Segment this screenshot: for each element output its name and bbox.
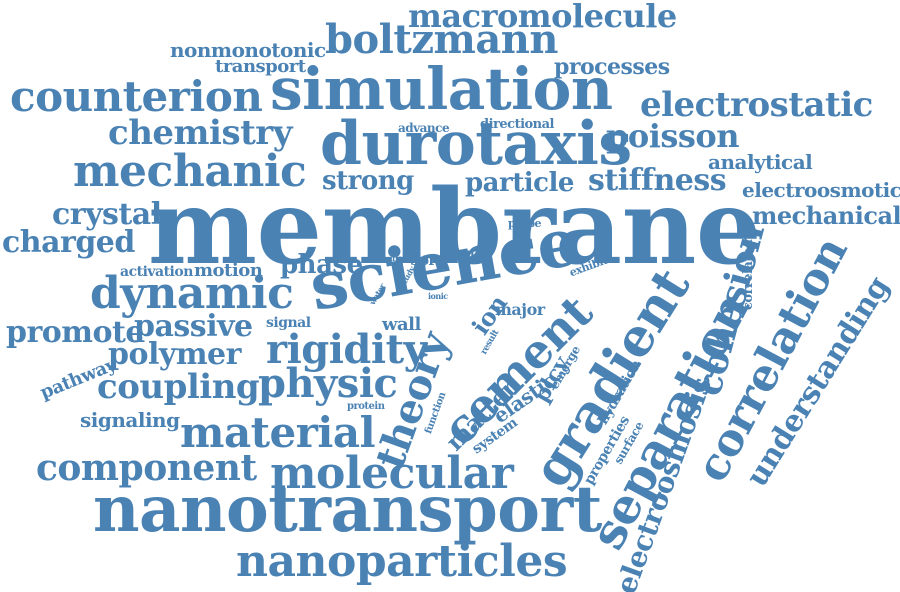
word-transport: transport [215, 56, 306, 77]
word-cell: cell [452, 249, 475, 263]
word-poisson: poisson [606, 117, 740, 155]
word-passive: passive [134, 309, 253, 344]
word-advance: advance [398, 121, 450, 135]
word-polymer: polymer [108, 337, 241, 372]
word-signaling: signaling [80, 408, 180, 432]
word-stiffness: stiffness [588, 163, 727, 198]
word-analytical: analytical [708, 150, 813, 174]
word-phase: phase [280, 250, 363, 280]
word-component: component [36, 447, 257, 489]
word-boltzmann: boltzmann [325, 16, 558, 63]
word-dynamic: dynamic [90, 268, 294, 319]
word-nanotransport: nanotransport [93, 472, 602, 547]
word-crystal: crystal [52, 197, 162, 232]
word-processes: processes [554, 54, 670, 80]
word-probe: probe [508, 217, 542, 230]
word-motion: motion [194, 260, 263, 281]
word-physic: physic [258, 360, 398, 407]
word-ionic: ionic [428, 291, 448, 301]
word-major: major [495, 300, 545, 319]
word-mechanical: mechanical [752, 201, 900, 230]
word-field: field [392, 253, 410, 263]
word-electroosmotic: electroosmotic [742, 178, 900, 202]
word-coupling: coupling [97, 367, 260, 407]
word-strong: strong [322, 166, 414, 196]
word-electrostatic: electrostatic [640, 85, 873, 125]
word-molecular: molecular [270, 448, 514, 499]
word-membrane: membrane [148, 167, 761, 288]
word-durotaxis: durotaxis [320, 109, 632, 179]
word-chemistry: chemistry [108, 113, 292, 153]
word-directional: directional [480, 117, 555, 132]
word-protein: protein [347, 401, 385, 412]
word-signal: signal [266, 315, 311, 331]
word-soft: Soft [410, 253, 440, 269]
word-mechanic: mechanic [73, 146, 307, 197]
word-macromolecule: macromolecule [408, 0, 677, 35]
word-rigidity: rigidity [266, 326, 427, 373]
word-wall: wall [382, 314, 421, 335]
word-nonmonotonic: nonmonotonic [170, 38, 326, 62]
word-activation: activation [120, 264, 193, 280]
word-particle: particle [465, 168, 574, 198]
word-charged: charged [2, 225, 135, 260]
word-material: material [180, 408, 376, 457]
word-simulation: simulation [270, 55, 613, 123]
word-nanoparticles: nanoparticles [236, 536, 568, 587]
word-counterion: counterion [10, 72, 263, 121]
word-promote: promote [6, 315, 145, 350]
